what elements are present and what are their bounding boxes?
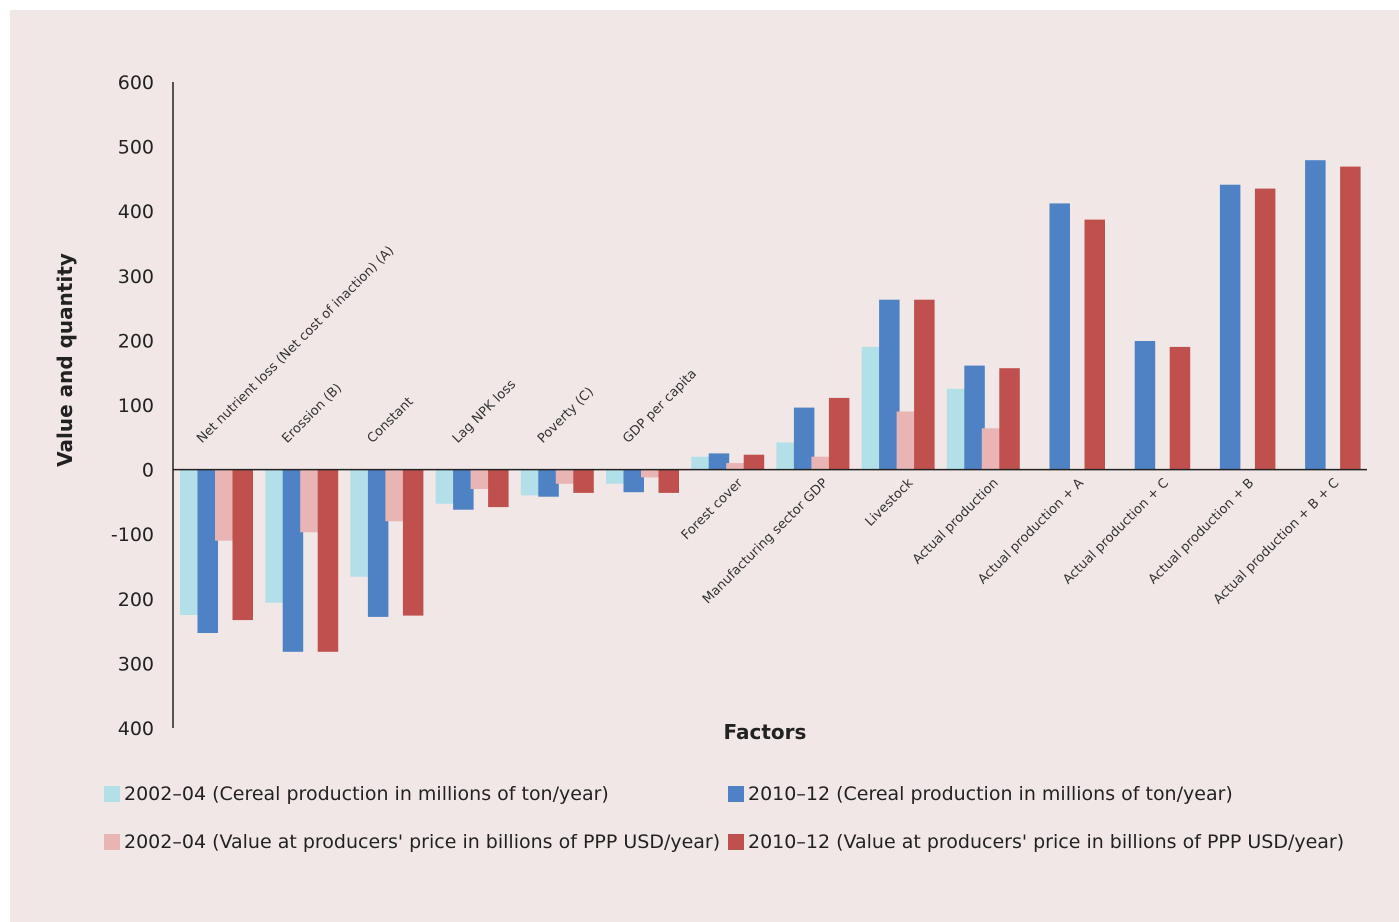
bar-s4-c5: [573, 470, 594, 493]
bar-s2-c12: [1135, 341, 1156, 470]
bar-s2-c14: [1305, 160, 1326, 469]
bar-s1-c1: [180, 470, 201, 615]
bar-s1-c6: [606, 470, 627, 484]
y-tick-label: 0: [142, 460, 154, 482]
legend-item-series-1: 2002–04 (Cereal production in millions o…: [104, 783, 609, 805]
bar-s1-c3: [350, 470, 371, 577]
bar-s2-c6: [624, 470, 645, 493]
bar-s4-c13: [1255, 189, 1276, 470]
legend-label-series-2: 2010–12 (Cereal production in millions o…: [748, 783, 1233, 805]
bar-s1-c10: [947, 389, 968, 470]
y-tick-label: 300: [118, 266, 154, 288]
bar-s1-c8: [776, 443, 797, 470]
bar-s4-c11: [1085, 220, 1106, 470]
bar-s4-c2: [318, 470, 339, 652]
y-tick-label: 500: [118, 137, 154, 159]
bar-s2-c1: [198, 470, 219, 633]
bar-s1-c9: [862, 347, 883, 470]
chart-panel: 600 500 400 300 200 100 0 -100 200 300 400 Net nut…: [10, 10, 1399, 922]
legend-swatch-series-4: [728, 834, 744, 850]
chart-background: [10, 10, 1399, 770]
bar-s3-c4: [471, 470, 492, 489]
y-tick-label: 400: [118, 201, 154, 223]
bar-s2-c11: [1050, 203, 1071, 469]
y-tick-label: 100: [118, 395, 154, 417]
y-tick-label: 200: [118, 330, 154, 352]
bar-s2-c5: [538, 470, 559, 497]
bar-s4-c4: [488, 470, 509, 508]
legend-label-series-4: 2010–12 (Value at producers' price in bi…: [748, 831, 1344, 853]
bar-s1-c4: [436, 470, 457, 504]
bar-s3-c1: [215, 470, 236, 541]
bar-s3-c8: [811, 457, 832, 470]
y-tick-label: 200: [118, 589, 154, 611]
bar-s2-c9: [879, 300, 900, 470]
bar-s3-c6: [641, 470, 662, 478]
bar-s2-c10: [964, 366, 985, 470]
bar-s4-c3: [403, 470, 424, 616]
y-tick-label: 400: [118, 718, 154, 740]
bar-s4-c12: [1170, 347, 1191, 470]
bar-s3-c7: [726, 463, 747, 470]
bar-s4-c14: [1340, 167, 1361, 470]
bar-s3-c2: [300, 470, 321, 533]
x-axis-label: Factors: [724, 720, 807, 744]
y-tick-label: 600: [118, 72, 154, 94]
y-tick-label: 300: [118, 653, 154, 675]
bar-s2-c7: [709, 453, 730, 469]
bar-s4-c6: [659, 470, 680, 493]
legend-item-series-4: 2010–12 (Value at producers' price in bi…: [728, 831, 1344, 853]
bar-s3-c9: [897, 412, 918, 470]
legend-swatch-series-3: [104, 834, 120, 850]
bar-s4-c9: [914, 300, 935, 470]
legend-label-series-1: 2002–04 (Cereal production in millions o…: [124, 783, 609, 805]
y-tick-label: -100: [111, 524, 154, 546]
legend-item-series-2: 2010–12 (Cereal production in millions o…: [728, 783, 1233, 805]
y-axis-label: Value and quantity: [53, 253, 77, 467]
bar-s2-c8: [794, 408, 815, 470]
bar-s3-c5: [556, 470, 577, 484]
bar-s2-c3: [368, 470, 389, 617]
bar-s2-c2: [283, 470, 304, 652]
bar-s4-c1: [233, 470, 254, 620]
legend-label-series-3: 2002–04 (Value at producers' price in bi…: [124, 831, 720, 853]
bar-s1-c7: [691, 457, 712, 470]
legend-item-series-3: 2002–04 (Value at producers' price in bi…: [104, 831, 720, 853]
bar-s1-c5: [521, 470, 542, 496]
bar-s2-c4: [453, 470, 474, 510]
legend-swatch-series-1: [104, 786, 120, 802]
bar-s4-c10: [999, 368, 1020, 469]
legend-swatch-series-2: [728, 786, 744, 802]
bar-s4-c7: [744, 455, 765, 470]
bar-s4-c8: [829, 398, 850, 470]
bar-s3-c10: [982, 428, 1003, 469]
bar-s3-c3: [385, 470, 406, 522]
bar-s1-c2: [265, 470, 286, 603]
bar-s2-c13: [1220, 185, 1241, 470]
